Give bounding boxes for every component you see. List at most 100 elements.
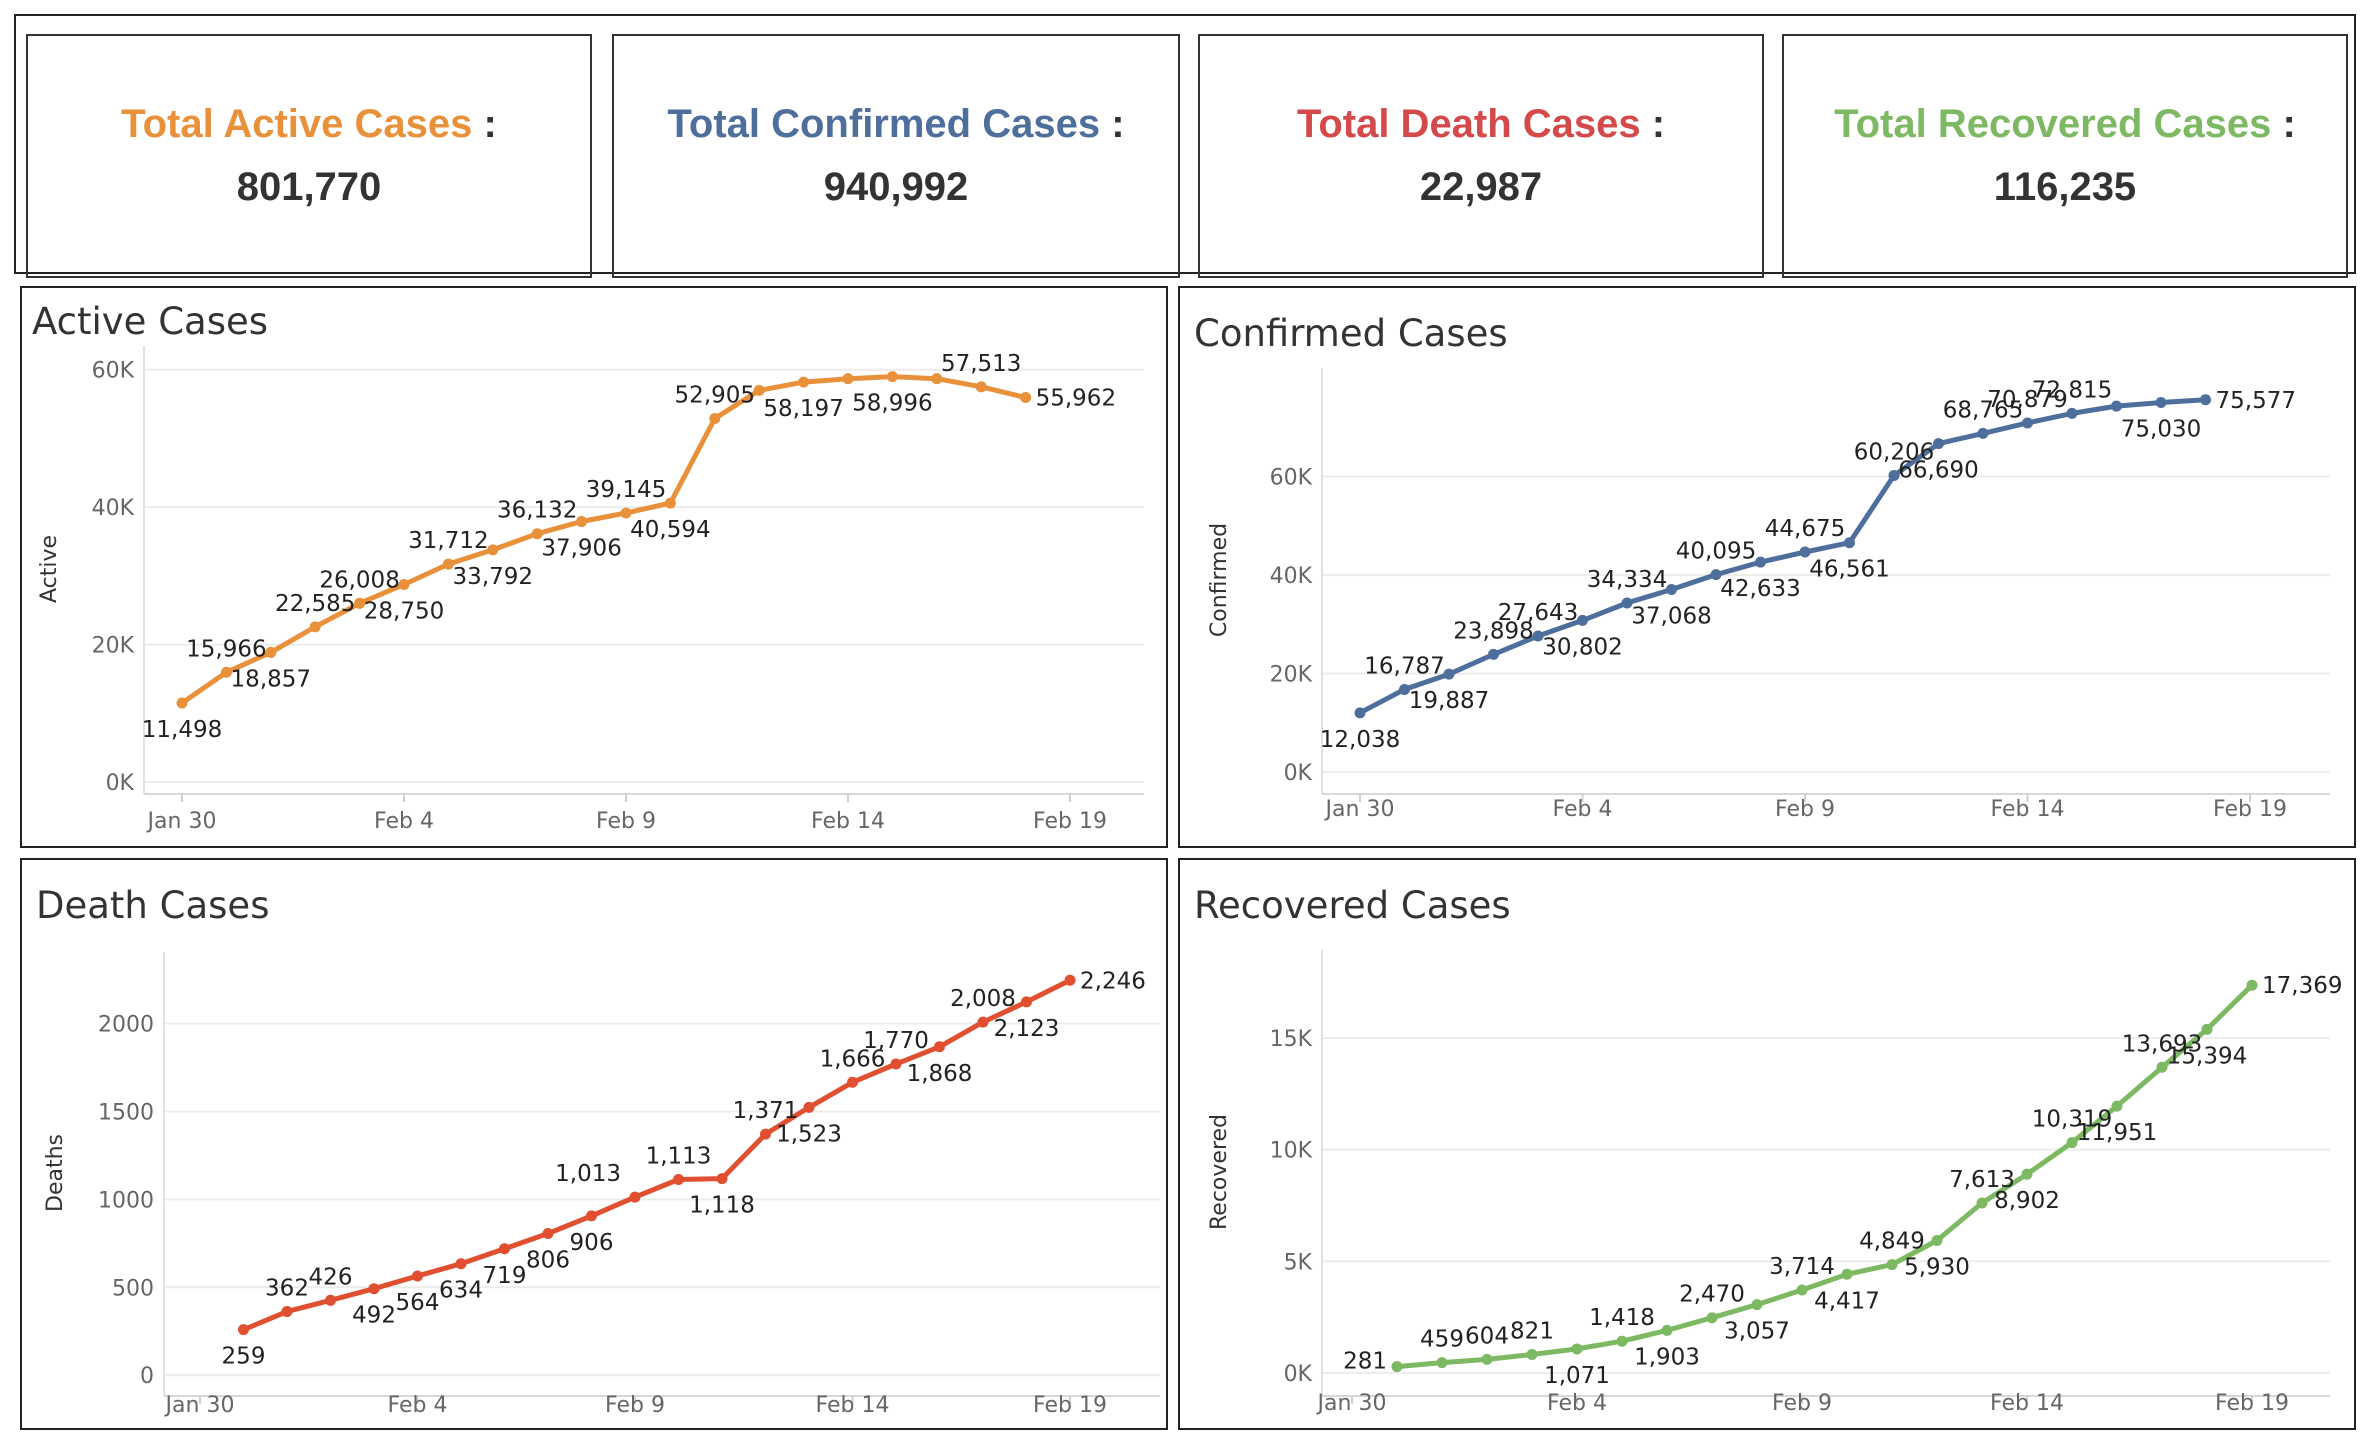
recovered-cases-chart[interactable]: Recovered Cases 0K 5K 10K 15K Jan 30 Feb 4 Feb …	[1178, 858, 2356, 1430]
data-point[interactable]	[2201, 1023, 2213, 1035]
data-point[interactable]	[2200, 394, 2211, 406]
data-point[interactable]	[1799, 546, 1811, 558]
data-point[interactable]	[1976, 1197, 1988, 1209]
data-point[interactable]	[1888, 470, 1900, 482]
data-point[interactable]	[531, 528, 543, 540]
data-point[interactable]	[1577, 614, 1588, 626]
data-point[interactable]	[673, 1174, 684, 1186]
data-label: 66,690	[1898, 458, 1978, 484]
data-point[interactable]	[1616, 1335, 1628, 1347]
data-point[interactable]	[2155, 396, 2167, 408]
data-label: 426	[309, 1264, 353, 1290]
data-point[interactable]	[2021, 1168, 2033, 1180]
data-label: 4,417	[1814, 1288, 1880, 1314]
data-point[interactable]	[309, 621, 321, 633]
data-point[interactable]	[975, 381, 987, 393]
data-point[interactable]	[1666, 584, 1677, 596]
data-point[interactable]	[977, 1016, 989, 1028]
data-point[interactable]	[1751, 1299, 1763, 1311]
data-point[interactable]	[886, 371, 898, 383]
data-point[interactable]	[1571, 1343, 1583, 1355]
y-tick-label: 20K	[1270, 663, 1313, 688]
data-point[interactable]	[1354, 707, 1366, 719]
data-point[interactable]	[803, 1101, 815, 1113]
data-point[interactable]	[586, 1210, 597, 1222]
data-point[interactable]	[1931, 1235, 1943, 1247]
data-point[interactable]	[2246, 979, 2258, 991]
data-point[interactable]	[2156, 1061, 2168, 1073]
confirmed-cases-chart[interactable]: Confirmed Cases 0K 20K 40K 60K Jan 30 Feb 4 Feb…	[1178, 286, 2356, 848]
data-point[interactable]	[934, 1041, 945, 1053]
data-point[interactable]	[220, 666, 232, 678]
kpi-card-death[interactable]: Total Death Cases : 22,987	[1198, 34, 1764, 278]
data-point[interactable]	[176, 697, 188, 709]
data-point[interactable]	[629, 1191, 641, 1203]
data-point[interactable]	[1706, 1312, 1718, 1324]
data-point[interactable]	[1755, 556, 1766, 568]
active-cases-chart[interactable]: Active Cases 0K 20K 40K 60K Jan 30 Feb 4 Feb 9 F…	[20, 286, 1168, 848]
data-point[interactable]	[1532, 630, 1544, 642]
data-point[interactable]	[1796, 1284, 1808, 1296]
data-point[interactable]	[1436, 1357, 1448, 1369]
data-point[interactable]	[1391, 1361, 1403, 1373]
data-point[interactable]	[1526, 1349, 1538, 1361]
data-point[interactable]	[1488, 648, 1499, 660]
data-point[interactable]	[1020, 391, 1032, 403]
data-point[interactable]	[412, 1270, 423, 1282]
data-point[interactable]	[798, 376, 810, 388]
data-point[interactable]	[281, 1306, 293, 1318]
data-point[interactable]	[716, 1173, 728, 1185]
data-point[interactable]	[325, 1294, 336, 1306]
data-point[interactable]	[1621, 597, 1633, 609]
kpi-card-active[interactable]: Total Active Cases : 801,770	[26, 34, 592, 278]
data-point[interactable]	[1064, 974, 1076, 986]
data-point[interactable]	[1977, 427, 1989, 439]
data-point[interactable]	[499, 1243, 510, 1255]
data-label: 4,849	[1859, 1229, 1925, 1255]
data-point[interactable]	[620, 507, 632, 519]
data-point[interactable]	[265, 646, 277, 658]
x-tick-label: Feb 14	[816, 1393, 890, 1418]
data-label: 11,951	[2077, 1120, 2157, 1146]
data-point[interactable]	[2111, 400, 2122, 412]
data-point[interactable]	[455, 1258, 467, 1270]
kpi-card-recovered[interactable]: Total Recovered Cases : 116,235	[1782, 34, 2348, 278]
data-label: 42,633	[1720, 576, 1800, 602]
data-point[interactable]	[1443, 668, 1455, 680]
data-point[interactable]	[2066, 407, 2078, 419]
data-point[interactable]	[368, 1283, 380, 1295]
data-point[interactable]	[2022, 417, 2033, 429]
recovered-cases-svg: Recovered Cases 0K 5K 10K 15K Jan 30 Feb 4 Feb …	[1194, 884, 2342, 1416]
data-point[interactable]	[2066, 1137, 2078, 1149]
data-point[interactable]	[1021, 996, 1032, 1008]
data-point[interactable]	[1844, 537, 1855, 549]
data-point[interactable]	[753, 384, 765, 396]
data-point[interactable]	[1481, 1353, 1493, 1365]
data-point[interactable]	[487, 544, 499, 556]
data-point[interactable]	[398, 578, 410, 590]
data-point[interactable]	[760, 1128, 771, 1140]
data-point[interactable]	[1886, 1259, 1898, 1271]
data-point[interactable]	[664, 497, 676, 509]
data-point[interactable]	[1661, 1324, 1673, 1336]
data-point[interactable]	[931, 373, 943, 385]
death-cases-chart[interactable]: Death Cases 0 500 1000 1500 2000 Jan 30 Feb 4 Fe…	[20, 858, 1168, 1430]
data-point[interactable]	[1399, 683, 1410, 695]
data-point[interactable]	[2111, 1100, 2123, 1112]
data-point[interactable]	[1710, 569, 1722, 581]
data-point[interactable]	[847, 1076, 858, 1088]
kpi-card-confirmed[interactable]: Total Confirmed Cases : 940,992	[612, 34, 1180, 278]
x-tick-label: Feb 9	[1772, 1391, 1832, 1416]
data-point[interactable]	[890, 1058, 902, 1070]
data-point[interactable]	[1841, 1268, 1853, 1280]
kpi-colon-death: :	[1651, 102, 1666, 146]
data-point[interactable]	[576, 516, 588, 528]
data-point[interactable]	[709, 412, 721, 424]
data-point[interactable]	[842, 373, 854, 385]
data-point[interactable]	[1933, 438, 1944, 450]
data-point[interactable]	[442, 558, 454, 570]
active-cases-svg: Active Cases 0K 20K 40K 60K Jan 30 Feb 4 Feb 9 F…	[32, 300, 1144, 834]
data-point[interactable]	[354, 597, 366, 609]
data-point[interactable]	[542, 1227, 554, 1239]
data-point[interactable]	[238, 1324, 249, 1336]
